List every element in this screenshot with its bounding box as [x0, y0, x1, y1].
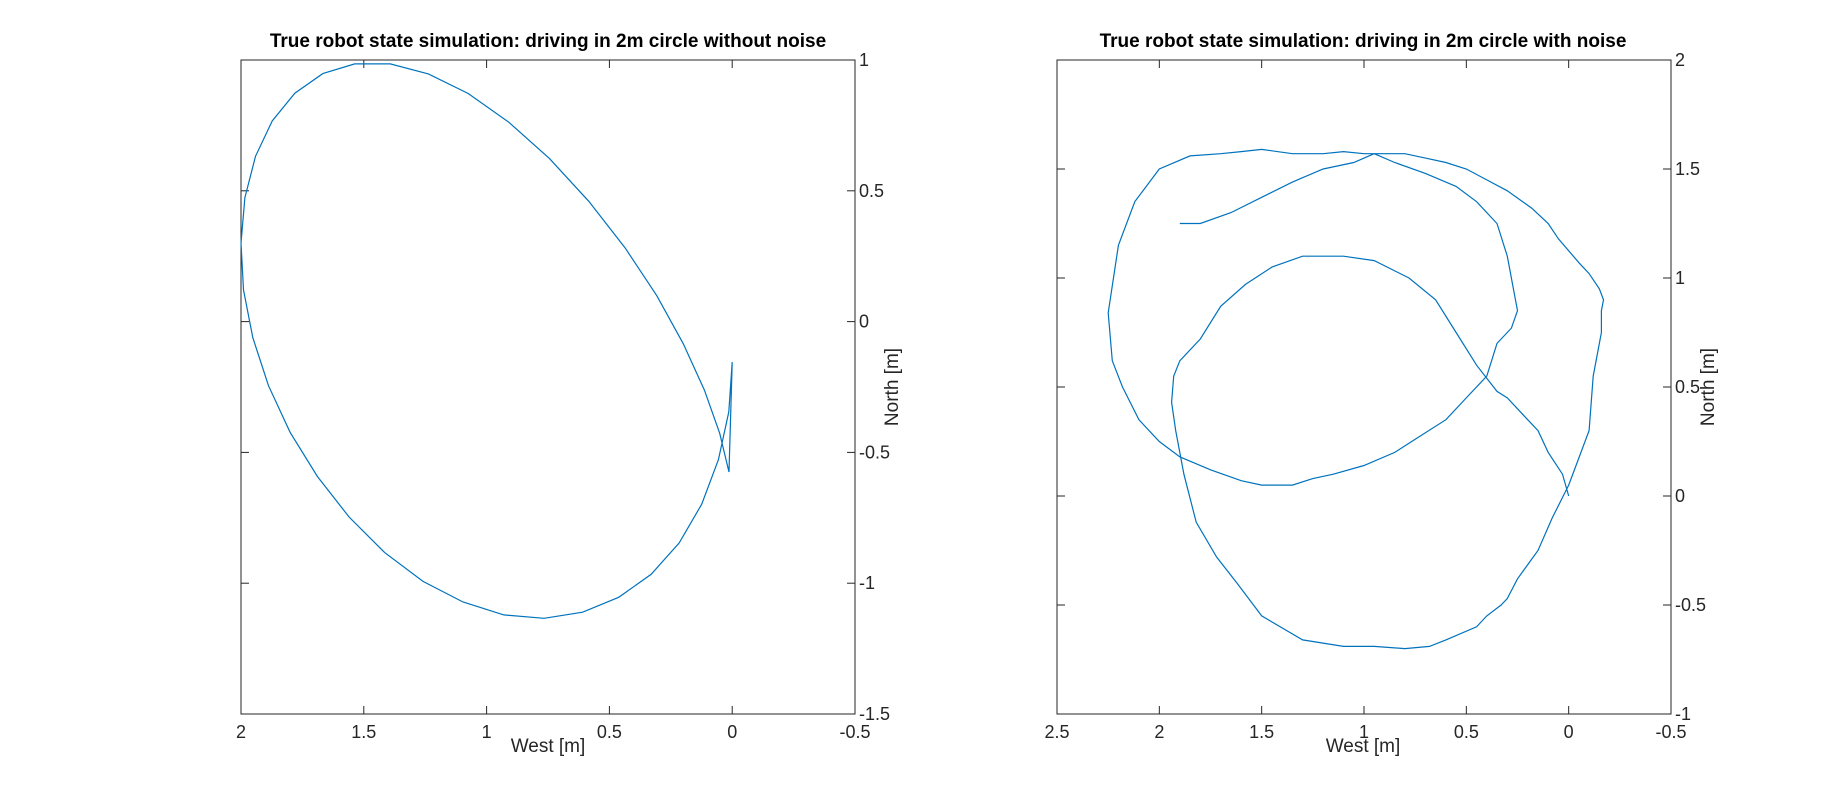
- x-tick-label: 1.5: [351, 722, 376, 742]
- y-tick-label: 0: [1675, 486, 1685, 506]
- plot-area-box: [240, 59, 856, 715]
- chart-no-noise: True robot state simulation: driving in …: [236, 31, 903, 757]
- y-tick-label: -1.5: [859, 704, 890, 724]
- x-tick-label: 0: [727, 722, 737, 742]
- y-tick-label: -1: [859, 573, 875, 593]
- x-tick-label: 0: [1564, 722, 1574, 742]
- y-tick-label: 0.5: [1675, 377, 1700, 397]
- chart-with-noise: True robot state simulation: driving in …: [1044, 31, 1719, 757]
- x-tick-label: 2: [1154, 722, 1164, 742]
- y-tick-label: -0.5: [859, 442, 890, 462]
- chart-title: True robot state simulation: driving in …: [1100, 31, 1627, 52]
- x-tick-label: 2.5: [1044, 722, 1069, 742]
- y-tick-label: 1: [1675, 268, 1685, 288]
- x-axis-label: West [m]: [511, 736, 586, 757]
- x-tick-label: 2: [236, 722, 246, 742]
- x-tick-label: 1: [1359, 722, 1369, 742]
- x-tick-label: -0.5: [839, 722, 870, 742]
- x-tick-label: 0.5: [1454, 722, 1479, 742]
- y-tick-label: 0: [859, 312, 869, 332]
- chart-title: True robot state simulation: driving in …: [270, 31, 826, 52]
- y-axis-label: North [m]: [1698, 348, 1719, 426]
- tick-layer: 2.5 2 1.5 1 0.5 0 -0.521.510.50-0.5-1: [1044, 50, 1706, 742]
- y-tick-label: 0.5: [859, 181, 884, 201]
- y-tick-label: -1: [1675, 704, 1691, 724]
- x-axis-label: West [m]: [1326, 736, 1401, 757]
- x-tick-label: 0.5: [597, 722, 622, 742]
- trajectory-line: [1107, 148, 1605, 650]
- tick-layer: 2 1.5 1 0.5 0 -0.5 1 0.5 0 -0.5 -1 -1.5: [236, 50, 890, 742]
- y-tick-label: 1.5: [1675, 159, 1700, 179]
- y-tick-label: -0.5: [1675, 595, 1706, 615]
- x-tick-label: 1: [482, 722, 492, 742]
- trajectory-line: [240, 63, 733, 619]
- x-tick-label: -0.5: [1655, 722, 1686, 742]
- x-tick-label: 1.5: [1249, 722, 1274, 742]
- y-tick-label: 2: [1675, 50, 1685, 70]
- y-tick-label: 1: [859, 50, 869, 70]
- y-axis-label: North [m]: [882, 348, 903, 426]
